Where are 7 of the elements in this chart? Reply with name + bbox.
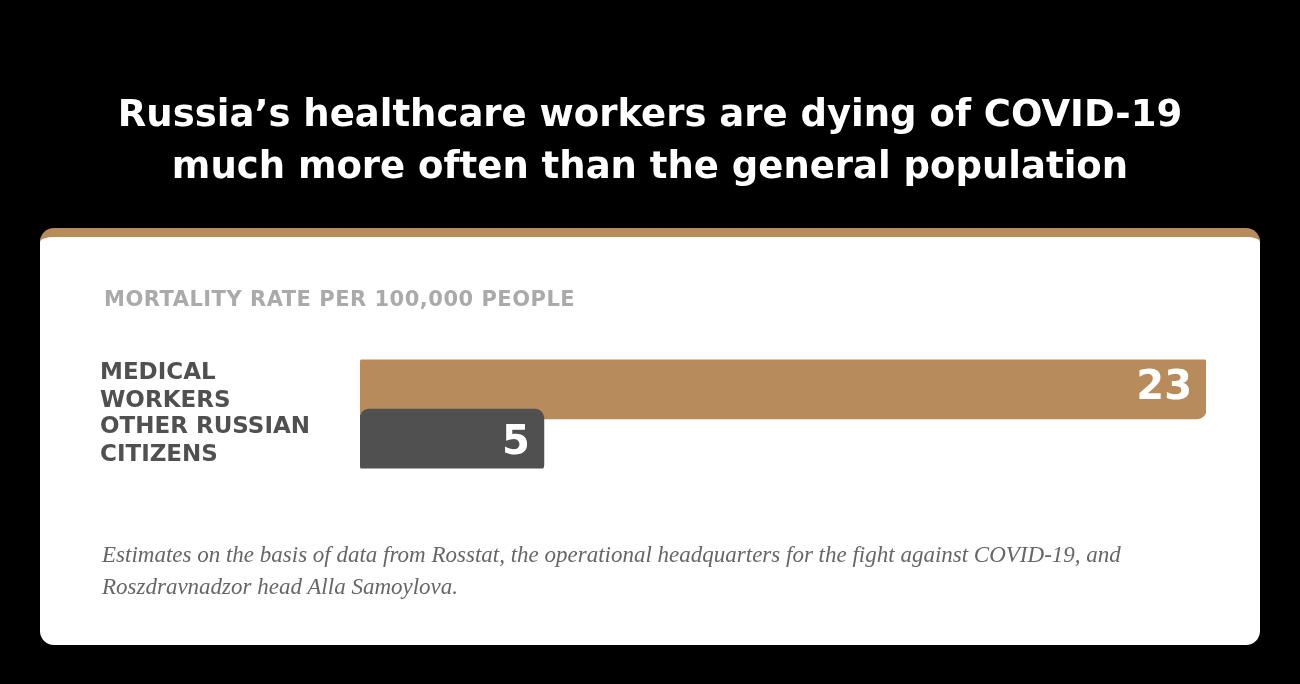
data-label: 5 bbox=[502, 416, 530, 463]
chart-title: Russia’s healthcare workers are dying of COVID-19 much more often than the general population bbox=[116, 91, 1184, 189]
text: Estimates on the basis of data from Rosstat, the operational headquarters for the fight against COVID-19, and Roszdravnadzor head Alla Samoylova. bbox=[102, 541, 1122, 601]
data-label: 23 bbox=[1136, 362, 1192, 409]
chart-subtitle: MORTALITY RATE PER 100,000 PEOPLE bbox=[104, 287, 576, 311]
y-tick-label: MEDICAL WORKERS bbox=[100, 357, 231, 412]
y-tick-label: OTHER RUSSIAN CITIZENS bbox=[100, 412, 311, 466]
